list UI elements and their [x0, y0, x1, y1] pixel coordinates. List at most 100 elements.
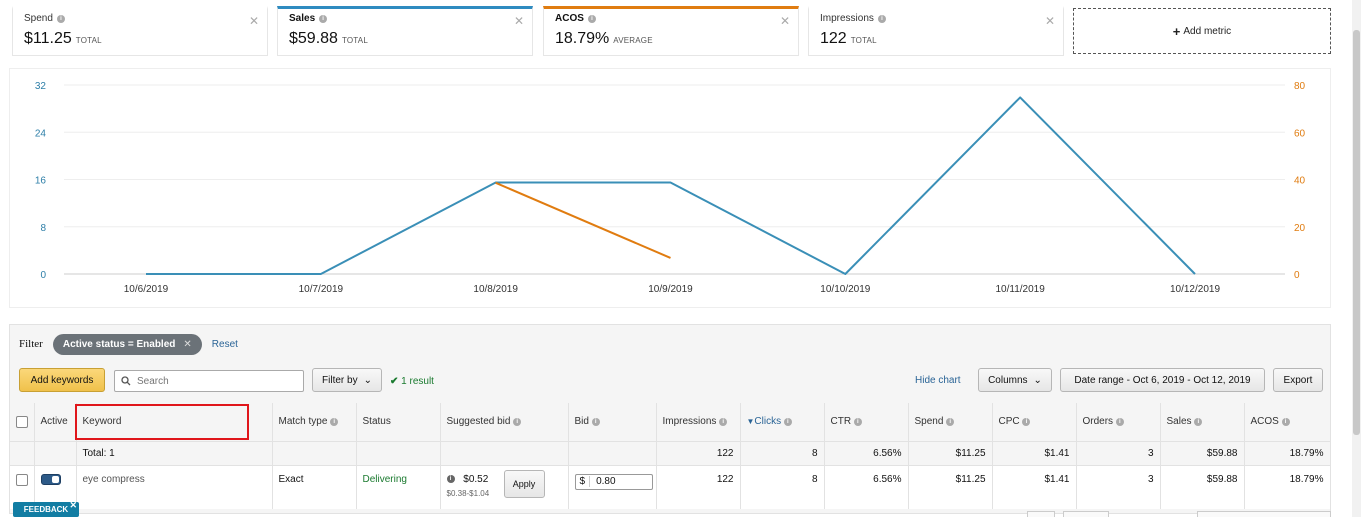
cpc-cell: $1.41	[992, 464, 1077, 509]
header-ctr[interactable]: CTR i	[824, 403, 909, 441]
close-icon[interactable]: ✕	[1044, 14, 1055, 28]
header-orders-label: Orders	[1082, 416, 1114, 428]
info-icon[interactable]: i	[1194, 417, 1203, 426]
header-status[interactable]: Status	[356, 403, 441, 441]
feedback-button[interactable]: FEEDBACK ✕	[13, 500, 79, 517]
pagination-control[interactable]	[1063, 511, 1109, 517]
info-icon[interactable]: i	[946, 417, 955, 426]
info-icon[interactable]: i	[783, 417, 792, 426]
total-clicks: 8	[740, 440, 825, 465]
info-icon[interactable]: i	[330, 417, 339, 426]
bid-input[interactable]: $ 0.80	[574, 473, 653, 490]
pagination-control[interactable]	[1027, 511, 1055, 517]
info-icon[interactable]: i	[1281, 417, 1290, 426]
metric-label: Spend	[24, 13, 53, 24]
columns-dropdown[interactable]: Columns ⌄	[978, 368, 1052, 392]
metric-aggregation: TOTAL	[850, 36, 877, 45]
apply-button[interactable]: Apply	[503, 469, 545, 498]
series-line-sales	[146, 96, 1196, 275]
filter-pill-label: Active status = Enabled	[62, 338, 176, 350]
header-active[interactable]: Active	[34, 403, 77, 441]
filter-bar: Filter Active status = Enabled ✕ Reset	[19, 333, 238, 355]
metric-card-acos[interactable]: ACOS i 18.79% AVERAGE ✕	[543, 6, 799, 56]
scrollbar-thumb[interactable]	[1353, 30, 1360, 435]
columns-label: Columns	[988, 374, 1028, 386]
header-bid[interactable]: Bid i	[568, 403, 657, 441]
info-icon[interactable]: i	[1022, 417, 1031, 426]
export-button[interactable]: Export	[1273, 368, 1323, 392]
x-tick-label: 10/9/2019	[648, 284, 693, 295]
add-metric-button[interactable]: + Add metric	[1073, 8, 1331, 54]
close-icon[interactable]: ✕	[513, 14, 524, 28]
total-spend: $11.25	[908, 440, 993, 465]
info-icon[interactable]: i	[877, 14, 886, 23]
info-icon[interactable]: i	[513, 417, 522, 426]
y-left-tick-label: 8	[40, 223, 46, 234]
info-icon[interactable]: i	[56, 14, 65, 23]
y-right-tick-label: 0	[1294, 270, 1300, 281]
metric-value: $59.88	[289, 30, 338, 47]
header-keyword[interactable]: Keyword	[76, 403, 273, 441]
filter-label: Filter	[19, 338, 43, 350]
header-suggested-bid[interactable]: Suggested bid i	[440, 403, 569, 441]
metric-card-sales[interactable]: Sales i $59.88 TOTAL ✕	[277, 6, 533, 56]
close-icon[interactable]: ✕	[183, 338, 192, 350]
header-cpc[interactable]: CPC i	[992, 403, 1077, 441]
search-input[interactable]	[137, 375, 297, 387]
metric-value: 122	[820, 30, 847, 47]
orders-cell: 3	[1076, 464, 1161, 509]
suggested-bid-value: $0.52	[463, 473, 489, 485]
total-cpc: $1.41	[992, 440, 1077, 465]
pagination-control[interactable]	[1197, 511, 1331, 517]
header-sales[interactable]: Sales i	[1160, 403, 1245, 441]
info-icon[interactable]: i	[853, 417, 862, 426]
header-spend-label: Spend	[914, 416, 944, 428]
filter-pill[interactable]: Active status = Enabled ✕	[52, 333, 202, 355]
bid-cell: $ 0.80	[568, 464, 657, 509]
row-checkbox[interactable]	[16, 473, 28, 486]
metric-card-impressions[interactable]: Impressions i 122 TOTAL ✕	[808, 6, 1064, 56]
metric-card-spend[interactable]: Spend i $11.25 TOTAL ✕	[12, 6, 268, 56]
spend-cell: $11.25	[908, 464, 993, 509]
header-spend[interactable]: Spend i	[908, 403, 993, 441]
close-icon[interactable]: ✕	[779, 14, 790, 28]
vertical-scrollbar[interactable]	[1352, 0, 1361, 517]
header-acos[interactable]: ACOS i	[1244, 403, 1331, 441]
header-clicks[interactable]: ▼Clicks i	[740, 403, 825, 441]
close-icon[interactable]: ✕	[248, 14, 259, 28]
add-keywords-button[interactable]: Add keywords	[19, 368, 105, 392]
header-impressions[interactable]: Impressions i	[656, 403, 741, 441]
close-icon[interactable]: ✕	[69, 500, 77, 510]
feedback-label: FEEDBACK	[23, 505, 69, 514]
info-icon[interactable]: i	[719, 417, 728, 426]
date-range-button[interactable]: Date range - Oct 6, 2019 - Oct 12, 2019	[1060, 368, 1265, 392]
search-box[interactable]	[114, 370, 304, 392]
x-tick-label: 10/11/2019	[996, 284, 1046, 295]
check-icon: ✔	[390, 376, 399, 387]
info-icon[interactable]: i	[587, 14, 596, 23]
x-tick-label: 10/8/2019	[473, 284, 518, 295]
table-header: Active Keyword Match type i Status Sugge…	[10, 403, 1331, 441]
info-icon[interactable]: i	[446, 474, 455, 483]
active-toggle[interactable]	[40, 473, 61, 485]
total-row: Total: 1 122 8 6.56% $11.25 $1.41 3 $59.…	[10, 440, 1331, 465]
header-orders[interactable]: Orders i	[1076, 403, 1161, 441]
metric-label: ACOS	[555, 13, 584, 24]
info-icon[interactable]: i	[591, 417, 600, 426]
clicks-cell: 8	[740, 464, 825, 509]
x-tick-label: 10/6/2019	[124, 284, 169, 295]
header-bid-label: Bid	[574, 416, 589, 428]
performance-chart: 0 8 16 24 32 0 20 40 60 80 10/6/2019 10/7/2019 10/8/…	[9, 68, 1331, 308]
total-impressions: 122	[656, 440, 741, 465]
select-all-checkbox[interactable]	[16, 415, 28, 428]
header-match-type-label: Match type	[278, 416, 328, 428]
metric-value: $11.25	[24, 30, 72, 47]
hide-chart-link[interactable]: Hide chart	[915, 375, 961, 386]
reset-link[interactable]: Reset	[211, 338, 238, 350]
header-match-type[interactable]: Match type i	[272, 403, 357, 441]
info-icon[interactable]: i	[1115, 417, 1124, 426]
ctr-cell: 6.56%	[824, 464, 909, 509]
filter-by-dropdown[interactable]: Filter by ⌄	[312, 368, 382, 392]
y-right-tick-label: 40	[1294, 176, 1306, 187]
info-icon[interactable]: i	[319, 14, 328, 23]
